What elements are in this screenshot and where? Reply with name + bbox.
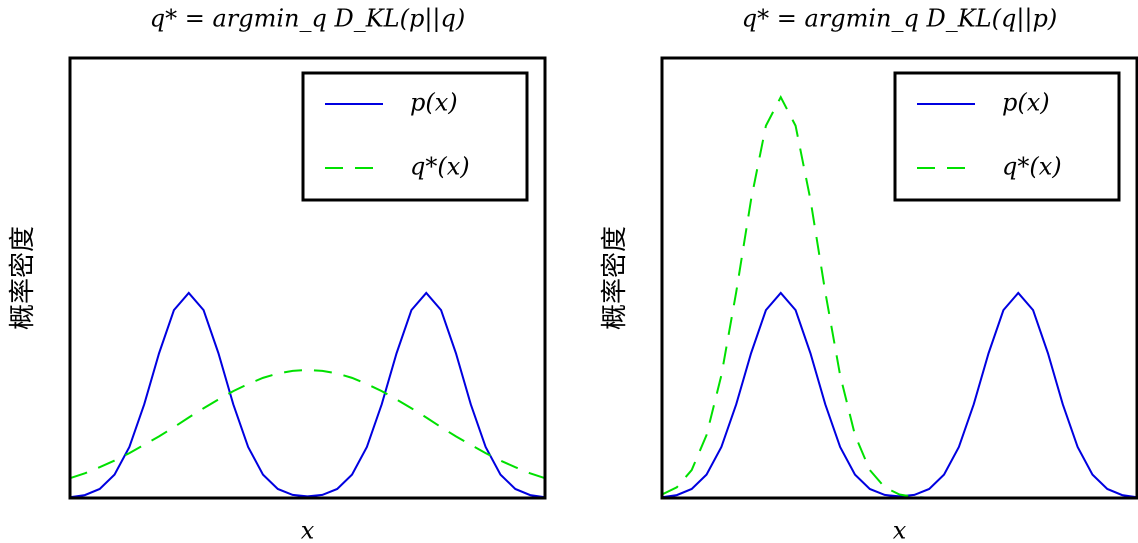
legend-label: p(x) <box>1002 89 1050 117</box>
data-line <box>661 94 930 499</box>
x-axis-label: x <box>893 517 907 543</box>
legend-box <box>893 71 1121 202</box>
legend-label: q*(x) <box>1002 153 1062 181</box>
chart-title: q* = argmin_q D_KL(q||p) <box>742 5 1058 34</box>
axes-frame <box>660 56 1138 500</box>
data-line <box>661 291 1138 499</box>
chart-title: q* = argmin_q D_KL(p||q) <box>150 5 466 34</box>
x-axis-label: x <box>301 517 315 543</box>
y-axis-label: 概率密度 <box>600 226 630 330</box>
data-line <box>69 368 546 480</box>
y-axis-label: 概率密度 <box>8 226 38 330</box>
axes-frame <box>68 56 547 500</box>
legend-label: p(x) <box>410 89 458 117</box>
data-line <box>69 291 546 499</box>
legend-label: q*(x) <box>410 153 470 181</box>
legend-box <box>301 71 529 202</box>
